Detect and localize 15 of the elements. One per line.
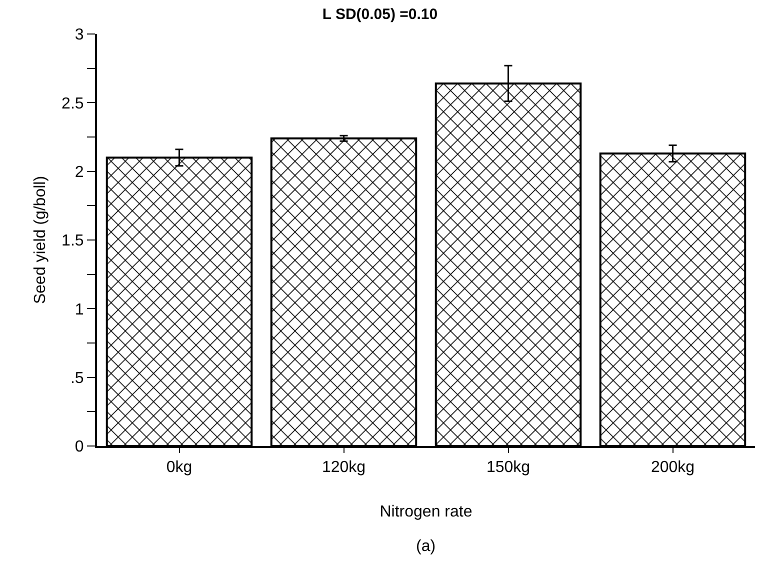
x-axis-title: Nitrogen rate <box>380 503 472 520</box>
text: (a) <box>416 538 436 555</box>
x-tick-label: 200kg <box>650 459 695 476</box>
y-tick-label: 3 <box>74 26 84 44</box>
y-tick-label: 2.5 <box>62 95 84 112</box>
y-tick-label: 0 <box>74 438 84 456</box>
y-axis-title: Seed yield (g/boll) <box>32 176 49 304</box>
chart-title: L SD(0.05) =0.10 <box>322 6 438 24</box>
y-tick-label: .5 <box>70 370 84 387</box>
y-tick-label: 1.5 <box>62 232 84 250</box>
x-tick-label: 150kg <box>486 459 530 476</box>
x-tick-label: 120kg <box>322 459 366 476</box>
x-tick-label: 0kg <box>166 459 192 476</box>
y-tick-label: 2 <box>74 164 84 181</box>
y-tick-label: 1 <box>74 301 84 318</box>
